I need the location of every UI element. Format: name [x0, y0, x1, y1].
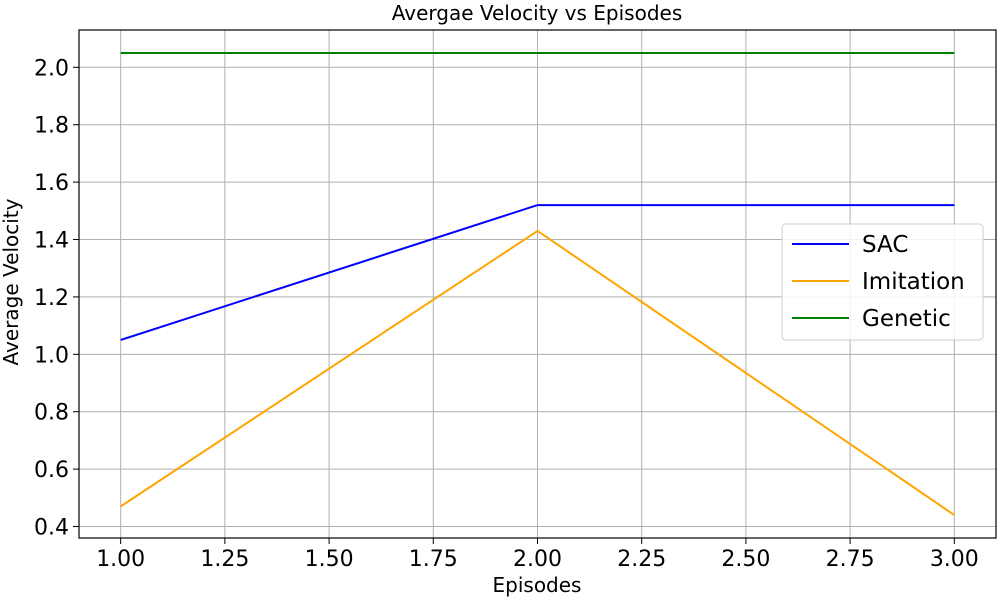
- y-tick-label: 1.6: [34, 171, 69, 196]
- legend-box: [781, 223, 984, 341]
- y-axis-label: Average Velocity: [0, 198, 23, 365]
- y-tick-label: 1.8: [34, 114, 69, 139]
- x-axis-ticks: 1.00 1.25 1.50 1.75 2.00 2.25 2.50 2.75 3.00: [96, 538, 979, 572]
- y-tick-label: 0.6: [34, 458, 69, 483]
- x-tick-label: 2.25: [617, 547, 666, 572]
- x-tick-label: 2.75: [826, 547, 875, 572]
- y-tick-label: 1.2: [34, 286, 69, 311]
- y-axis-ticks: 0.4 0.6 0.8 1.0 1.2 1.4 1.6 1.8 2.0: [34, 56, 79, 541]
- series-line-imitation: [120, 229, 955, 516]
- legend: SAC Imitation Genetic: [781, 223, 984, 341]
- legend-label-sac: SAC: [862, 232, 908, 258]
- series-lines: [120, 51, 955, 516]
- x-tick-label: 2.00: [513, 547, 562, 572]
- x-tick-label: 1.00: [96, 547, 145, 572]
- x-tick-label: 1.25: [200, 547, 249, 572]
- chart-title: Avergae Velocity vs Episodes: [392, 1, 683, 25]
- x-tick-label: 1.75: [409, 547, 458, 572]
- y-tick-label: 2.0: [34, 56, 69, 81]
- y-tick-label: 1.0: [34, 343, 69, 368]
- y-tick-label: 0.4: [34, 516, 69, 541]
- x-tick-label: 1.50: [305, 547, 354, 572]
- y-tick-label: 0.8: [34, 401, 69, 426]
- series-line-sac: [120, 204, 955, 341]
- legend-label-genetic: Genetic: [862, 306, 951, 332]
- legend-label-imitation: Imitation: [862, 269, 965, 295]
- x-tick-label: 3.00: [930, 547, 979, 572]
- x-axis-label: Episodes: [493, 573, 582, 597]
- y-tick-label: 1.4: [34, 229, 69, 254]
- x-tick-label: 2.50: [721, 547, 770, 572]
